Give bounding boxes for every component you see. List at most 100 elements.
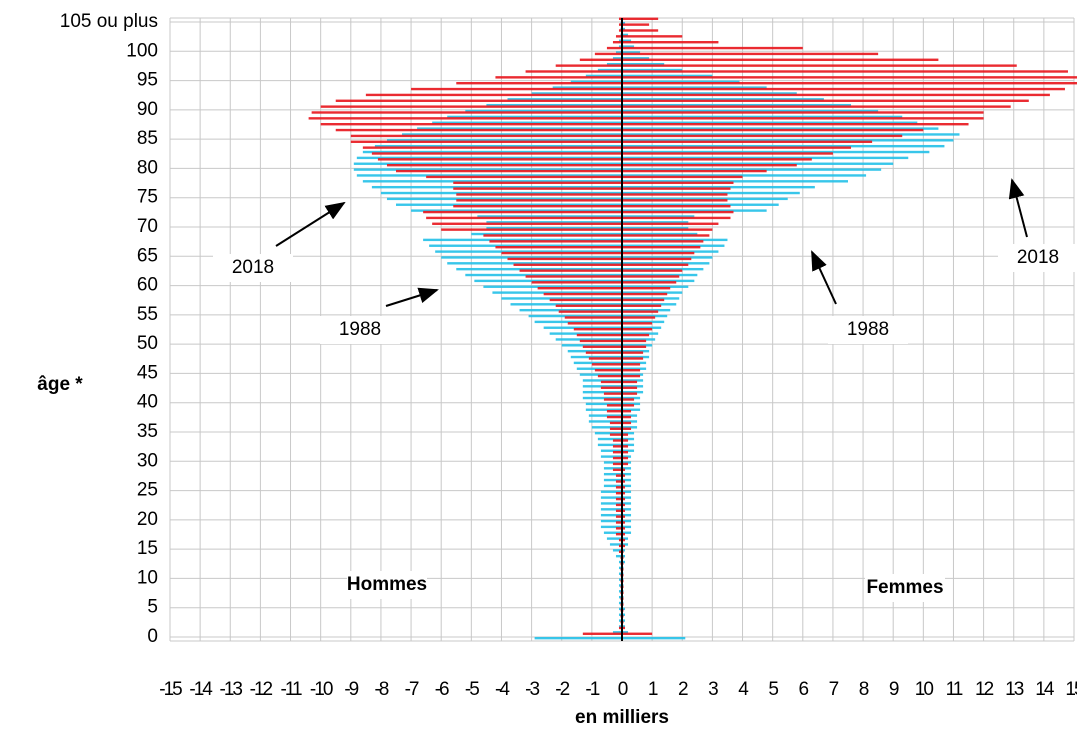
bar [622,187,731,190]
bar [622,21,626,25]
bar [597,437,622,441]
bar [594,431,622,435]
bar [622,478,632,482]
bar [519,269,622,272]
y-tick-label: 35 [137,421,158,442]
bar [600,502,622,505]
bar [453,187,622,190]
bar [622,396,641,400]
bar [591,363,622,366]
bar [622,456,629,460]
bar [622,139,954,142]
bar [618,550,622,553]
bar [615,509,622,512]
bar [622,486,626,489]
bar [622,193,728,196]
bar [622,117,984,120]
bar [377,158,622,161]
x-tick-label: -11 [281,679,302,700]
bar [622,156,909,160]
bar [622,197,788,201]
bar [353,168,622,171]
bar [615,51,622,54]
bar [615,497,622,501]
y-tick-label: 0 [147,626,158,647]
bar [350,134,622,138]
x-tick-label: -4 [495,679,510,700]
bar [622,215,695,218]
y-tick-label: 75 [137,187,158,208]
bar [622,140,873,143]
x-tick-label: -12 [250,679,273,700]
y-tick-label: 80 [137,157,158,178]
bar [618,17,622,20]
bar [622,361,647,365]
bar [622,472,632,476]
bar [615,515,622,518]
bar [622,269,683,272]
bar [622,267,704,271]
bar [622,549,626,552]
bar [622,185,815,189]
bar [567,322,622,325]
bar [606,410,622,413]
bar [570,355,622,359]
bar [492,291,622,294]
annotation: 2018 [232,257,274,278]
bar [622,146,852,149]
bar [411,87,622,91]
bar [622,474,626,477]
bar [622,238,728,242]
bar [426,175,622,179]
bar [622,291,683,294]
annotation: 1988 [339,319,381,340]
bar [622,285,689,288]
bar [612,445,622,448]
bar [456,82,622,85]
bar [622,497,626,501]
bar [618,23,622,26]
x-tick-label: -6 [435,679,449,700]
bar [603,478,622,482]
bar [402,133,622,136]
bar [622,46,803,50]
bar [622,531,632,534]
bar [618,626,622,630]
bar [594,369,622,372]
bar [486,226,622,230]
bar [622,385,644,388]
bar [622,515,626,518]
bar [350,140,622,143]
bar [573,361,622,365]
bar [477,215,622,218]
bar [618,29,622,32]
x-tick-label: 9 [889,679,899,700]
bar [622,287,671,290]
bar [555,64,622,67]
bar [622,431,635,435]
bar [622,455,632,458]
bar [435,250,622,253]
bar [622,87,1065,91]
bar [622,503,626,507]
bar [622,626,626,630]
bar [441,228,622,231]
bar [622,168,882,171]
bar [507,98,622,101]
bar [622,502,632,505]
bar [622,45,635,48]
bar [618,590,622,593]
bar [417,127,622,130]
annotation: Femmes [866,577,943,598]
x-tick-label: -9 [344,679,358,700]
bar [622,303,677,306]
bar [622,433,629,436]
x-tick-label: 5 [768,679,778,700]
y-axis-label: âge * [37,374,83,395]
annotation-box [865,574,945,602]
bar [618,560,622,564]
bar [465,109,622,113]
bar [579,58,622,61]
bar [622,57,650,60]
bar [612,549,622,552]
